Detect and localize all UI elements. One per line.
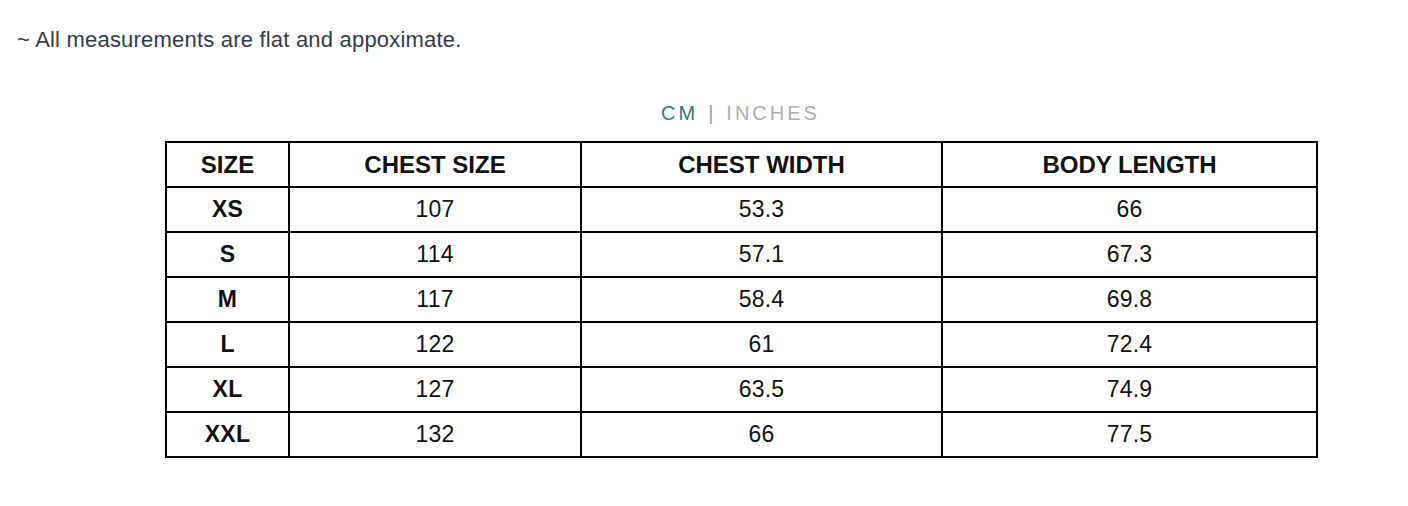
body-length-cell: 77.5 bbox=[942, 412, 1317, 457]
body-length-cell: 67.3 bbox=[942, 232, 1317, 277]
body-length-cell: 72.4 bbox=[942, 322, 1317, 367]
chest-width-cell: 63.5 bbox=[581, 367, 942, 412]
chest-size-cell: 117 bbox=[289, 277, 581, 322]
header-row: SIZE CHEST SIZE CHEST WIDTH BODY LENGTH bbox=[166, 142, 1317, 187]
chest-size-cell: 127 bbox=[289, 367, 581, 412]
unit-inches-option[interactable]: INCHES bbox=[726, 102, 820, 124]
unit-cm-option[interactable]: CM bbox=[661, 102, 698, 124]
header-chest-width: CHEST WIDTH bbox=[581, 142, 942, 187]
chest-width-cell: 58.4 bbox=[581, 277, 942, 322]
size-cell: M bbox=[166, 277, 289, 322]
table-row-m: M 117 58.4 69.8 bbox=[166, 277, 1317, 322]
size-cell: L bbox=[166, 322, 289, 367]
chest-width-cell: 53.3 bbox=[581, 187, 942, 232]
chest-size-cell: 107 bbox=[289, 187, 581, 232]
size-cell: XXL bbox=[166, 412, 289, 457]
body-length-cell: 69.8 bbox=[942, 277, 1317, 322]
header-size: SIZE bbox=[166, 142, 289, 187]
chest-width-cell: 61 bbox=[581, 322, 942, 367]
size-chart-table: SIZE CHEST SIZE CHEST WIDTH BODY LENGTH … bbox=[165, 141, 1318, 458]
table-row-s: S 114 57.1 67.3 bbox=[166, 232, 1317, 277]
table-row-xxl: XXL 132 66 77.5 bbox=[166, 412, 1317, 457]
header-body-length: BODY LENGTH bbox=[942, 142, 1317, 187]
chest-size-cell: 122 bbox=[289, 322, 581, 367]
size-cell: S bbox=[166, 232, 289, 277]
unit-separator: | bbox=[708, 102, 716, 124]
size-chart-widget: CM | INCHES SIZE CHEST SIZE CHEST WIDTH BO… bbox=[165, 100, 1316, 458]
chest-size-cell: 132 bbox=[289, 412, 581, 457]
measurement-note: ~ All measurements are flat and appoxima… bbox=[17, 26, 1408, 54]
unit-toggle: CM | INCHES bbox=[165, 100, 1316, 126]
table-row-xl: XL 127 63.5 74.9 bbox=[166, 367, 1317, 412]
body-length-cell: 74.9 bbox=[942, 367, 1317, 412]
header-chest-size: CHEST SIZE bbox=[289, 142, 581, 187]
body-length-cell: 66 bbox=[942, 187, 1317, 232]
chest-width-cell: 66 bbox=[581, 412, 942, 457]
table-row-l: L 122 61 72.4 bbox=[166, 322, 1317, 367]
chest-width-cell: 57.1 bbox=[581, 232, 942, 277]
size-cell: XL bbox=[166, 367, 289, 412]
size-cell: XS bbox=[166, 187, 289, 232]
chest-size-cell: 114 bbox=[289, 232, 581, 277]
table-row-xs: XS 107 53.3 66 bbox=[166, 187, 1317, 232]
